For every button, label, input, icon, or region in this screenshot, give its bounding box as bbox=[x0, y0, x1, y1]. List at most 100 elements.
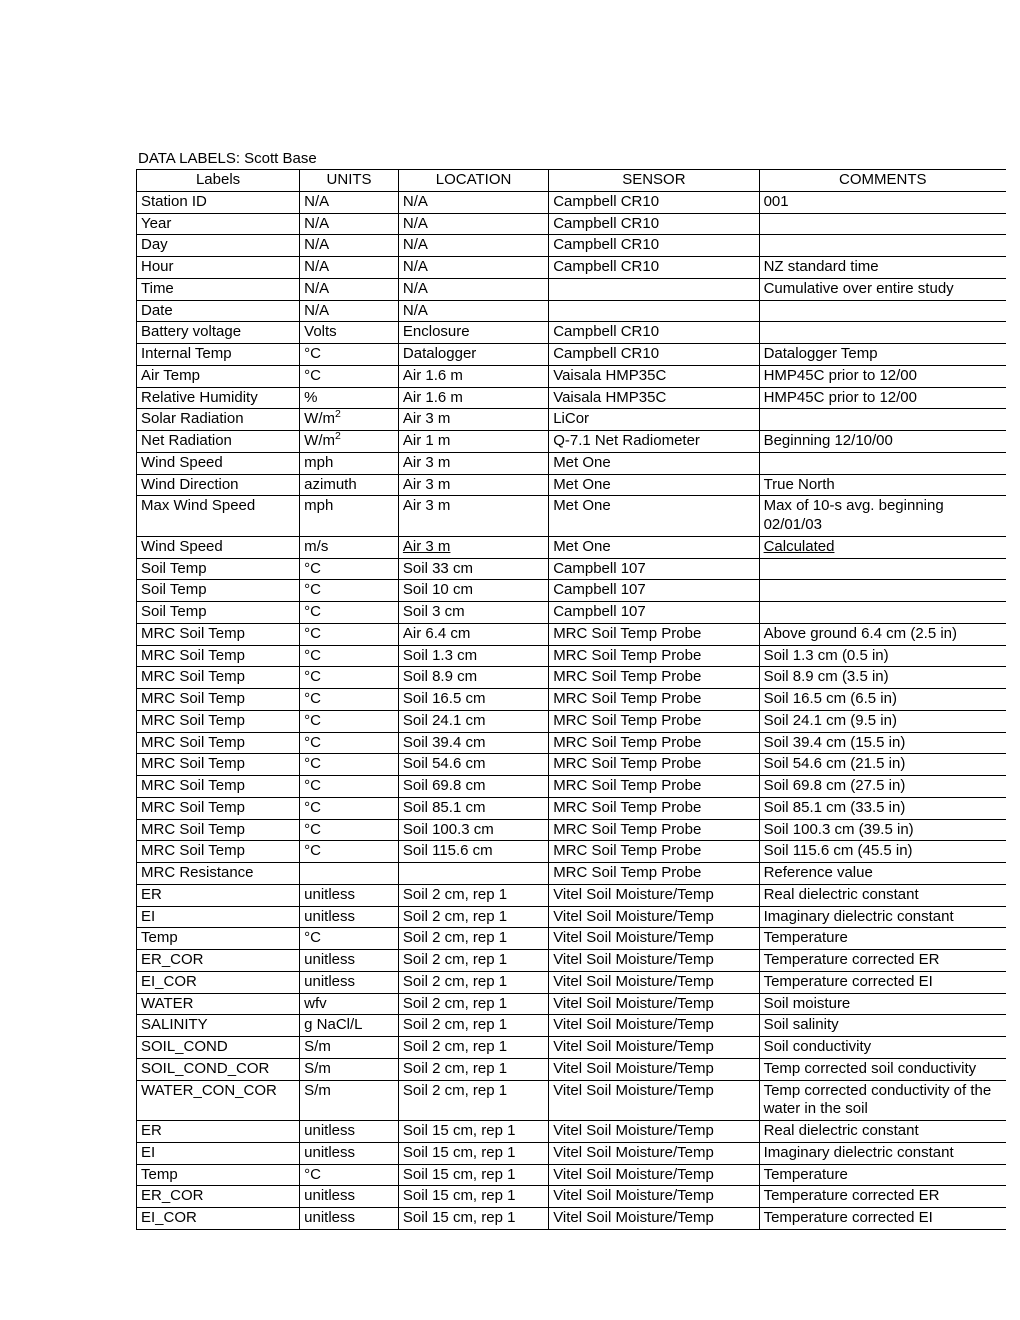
table-row: Relative Humidity%Air 1.6 mVaisala HMP35… bbox=[137, 387, 1007, 409]
table-row: EI_CORunitlessSoil 2 cm, rep 1Vitel Soil… bbox=[137, 971, 1007, 993]
cell-comments: Soil salinity bbox=[759, 1015, 1006, 1037]
cell-location: Soil 3 cm bbox=[398, 602, 548, 624]
cell-sensor: MRC Soil Temp Probe bbox=[549, 732, 759, 754]
cell-sensor: Vitel Soil Moisture/Temp bbox=[549, 906, 759, 928]
cell-comments: Beginning 12/10/00 bbox=[759, 431, 1006, 453]
cell-comments bbox=[759, 322, 1006, 344]
cell-comments: 001 bbox=[759, 191, 1006, 213]
table-row: Solar RadiationW/m2Air 3 mLiCor bbox=[137, 409, 1007, 431]
cell-comments: Temp corrected soil conductivity bbox=[759, 1058, 1006, 1080]
cell-sensor: Vitel Soil Moisture/Temp bbox=[549, 1164, 759, 1186]
cell-location: Soil 2 cm, rep 1 bbox=[398, 906, 548, 928]
cell-comments bbox=[759, 235, 1006, 257]
cell-sensor: Vaisala HMP35C bbox=[549, 365, 759, 387]
cell-label: MRC Soil Temp bbox=[137, 819, 300, 841]
cell-label: MRC Soil Temp bbox=[137, 776, 300, 798]
cell-units: Volts bbox=[300, 322, 399, 344]
cell-location: Air 1.6 m bbox=[398, 365, 548, 387]
header-comments: COMMENTS bbox=[759, 170, 1006, 192]
cell-units: °C bbox=[300, 667, 399, 689]
cell-location: Soil 2 cm, rep 1 bbox=[398, 993, 548, 1015]
cell-comments: Soil 54.6 cm (21.5 in) bbox=[759, 754, 1006, 776]
cell-location: Soil 54.6 cm bbox=[398, 754, 548, 776]
page: DATA LABELS: Scott Base Labels UNITS LOC… bbox=[0, 0, 1020, 1230]
cell-comments: Temperature corrected EI bbox=[759, 971, 1006, 993]
cell-comments: Datalogger Temp bbox=[759, 344, 1006, 366]
cell-units: % bbox=[300, 387, 399, 409]
cell-location: Enclosure bbox=[398, 322, 548, 344]
cell-units: °C bbox=[300, 365, 399, 387]
cell-label: MRC Soil Temp bbox=[137, 841, 300, 863]
cell-location: N/A bbox=[398, 278, 548, 300]
cell-location: Soil 15 cm, rep 1 bbox=[398, 1142, 548, 1164]
cell-comments: Calculated bbox=[759, 536, 1006, 558]
cell-units: °C bbox=[300, 645, 399, 667]
cell-label: MRC Soil Temp bbox=[137, 667, 300, 689]
cell-units bbox=[300, 863, 399, 885]
cell-sensor: Vitel Soil Moisture/Temp bbox=[549, 1080, 759, 1121]
cell-label: Relative Humidity bbox=[137, 387, 300, 409]
cell-units: W/m2 bbox=[300, 431, 399, 453]
cell-comments: Temperature bbox=[759, 1164, 1006, 1186]
table-row: EIunitlessSoil 2 cm, rep 1Vitel Soil Moi… bbox=[137, 906, 1007, 928]
cell-sensor: MRC Soil Temp Probe bbox=[549, 667, 759, 689]
cell-sensor: MRC Soil Temp Probe bbox=[549, 841, 759, 863]
cell-sensor: Campbell CR10 bbox=[549, 213, 759, 235]
cell-comments: Temperature bbox=[759, 928, 1006, 950]
table-row: EI_CORunitlessSoil 15 cm, rep 1Vitel Soi… bbox=[137, 1208, 1007, 1230]
table-row: WATERwfvSoil 2 cm, rep 1Vitel Soil Moist… bbox=[137, 993, 1007, 1015]
cell-units: °C bbox=[300, 689, 399, 711]
cell-location: N/A bbox=[398, 257, 548, 279]
table-row: Battery voltageVoltsEnclosureCampbell CR… bbox=[137, 322, 1007, 344]
table-row: MRC Soil Temp°CSoil 8.9 cmMRC Soil Temp … bbox=[137, 667, 1007, 689]
table-row: ER_CORunitlessSoil 15 cm, rep 1Vitel Soi… bbox=[137, 1186, 1007, 1208]
cell-location: Soil 2 cm, rep 1 bbox=[398, 1015, 548, 1037]
cell-location: Soil 2 cm, rep 1 bbox=[398, 971, 548, 993]
cell-location: Air 1.6 m bbox=[398, 387, 548, 409]
table-row: Wind Speedm/sAir 3 mMet OneCalculated bbox=[137, 536, 1007, 558]
cell-location: Soil 2 cm, rep 1 bbox=[398, 1058, 548, 1080]
cell-location: Air 3 m bbox=[398, 452, 548, 474]
cell-sensor: Campbell CR10 bbox=[549, 344, 759, 366]
table-row: TimeN/AN/ACumulative over entire study bbox=[137, 278, 1007, 300]
table-row: Air Temp°CAir 1.6 mVaisala HMP35CHMP45C … bbox=[137, 365, 1007, 387]
cell-units: unitless bbox=[300, 1121, 399, 1143]
cell-units: °C bbox=[300, 841, 399, 863]
cell-sensor: Campbell 107 bbox=[549, 602, 759, 624]
table-row: SALINITYg NaCl/LSoil 2 cm, rep 1Vitel So… bbox=[137, 1015, 1007, 1037]
cell-comments: Soil 16.5 cm (6.5 in) bbox=[759, 689, 1006, 711]
cell-units: S/m bbox=[300, 1037, 399, 1059]
cell-label: MRC Soil Temp bbox=[137, 732, 300, 754]
cell-sensor: Vitel Soil Moisture/Temp bbox=[549, 1015, 759, 1037]
cell-location: Soil 15 cm, rep 1 bbox=[398, 1186, 548, 1208]
cell-units: °C bbox=[300, 602, 399, 624]
cell-location: Soil 85.1 cm bbox=[398, 797, 548, 819]
cell-units: N/A bbox=[300, 278, 399, 300]
table-row: ERunitlessSoil 2 cm, rep 1Vitel Soil Moi… bbox=[137, 884, 1007, 906]
cell-label: Solar Radiation bbox=[137, 409, 300, 431]
cell-location: N/A bbox=[398, 213, 548, 235]
cell-sensor: Campbell 107 bbox=[549, 580, 759, 602]
cell-sensor: Vitel Soil Moisture/Temp bbox=[549, 1208, 759, 1230]
cell-label: EI bbox=[137, 1142, 300, 1164]
cell-units: azimuth bbox=[300, 474, 399, 496]
table-row: Soil Temp°CSoil 33 cmCampbell 107 bbox=[137, 558, 1007, 580]
cell-label: Soil Temp bbox=[137, 558, 300, 580]
header-sensor: SENSOR bbox=[549, 170, 759, 192]
table-row: Soil Temp°CSoil 3 cmCampbell 107 bbox=[137, 602, 1007, 624]
cell-comments: Temperature corrected ER bbox=[759, 1186, 1006, 1208]
cell-label: Station ID bbox=[137, 191, 300, 213]
cell-comments bbox=[759, 409, 1006, 431]
cell-location: Soil 24.1 cm bbox=[398, 710, 548, 732]
cell-units: unitless bbox=[300, 950, 399, 972]
cell-units: g NaCl/L bbox=[300, 1015, 399, 1037]
cell-units: mph bbox=[300, 452, 399, 474]
cell-label: Date bbox=[137, 300, 300, 322]
cell-comments: Soil 1.3 cm (0.5 in) bbox=[759, 645, 1006, 667]
cell-comments: Soil 69.8 cm (27.5 in) bbox=[759, 776, 1006, 798]
cell-comments: Soil 115.6 cm (45.5 in) bbox=[759, 841, 1006, 863]
cell-sensor: Campbell 107 bbox=[549, 558, 759, 580]
cell-comments: Real dielectric constant bbox=[759, 1121, 1006, 1143]
cell-units: °C bbox=[300, 732, 399, 754]
cell-comments: Temperature corrected EI bbox=[759, 1208, 1006, 1230]
